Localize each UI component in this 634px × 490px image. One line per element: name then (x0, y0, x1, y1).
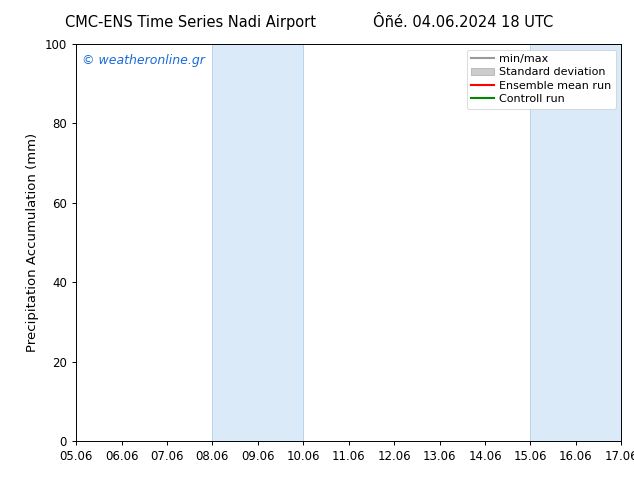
Bar (531, 44, 621, 441)
Bar (212, 44, 303, 441)
Y-axis label: Precipitation Accumulation (mm): Precipitation Accumulation (mm) (26, 133, 39, 352)
Text: CMC-ENS Time Series Nadi Airport: CMC-ENS Time Series Nadi Airport (65, 15, 316, 30)
Legend: min/max, Standard deviation, Ensemble mean run, Controll run: min/max, Standard deviation, Ensemble me… (467, 49, 616, 109)
Text: © weatheronline.gr: © weatheronline.gr (82, 54, 204, 67)
Text: Ôñé. 04.06.2024 18 UTC: Ôñé. 04.06.2024 18 UTC (373, 15, 553, 30)
